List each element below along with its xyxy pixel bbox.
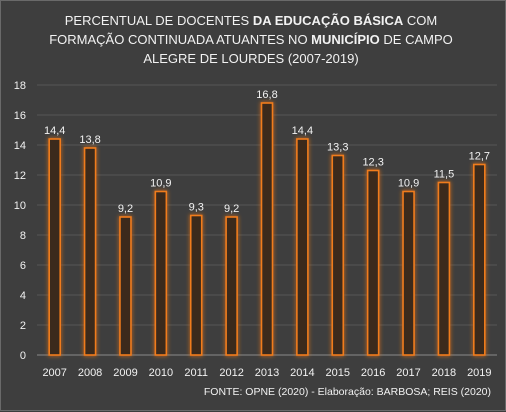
- data-label: 14,4: [44, 125, 65, 137]
- bar: [296, 138, 309, 356]
- x-tick-label: 2015: [326, 367, 350, 379]
- x-tick-label: 2011: [184, 367, 208, 379]
- data-label: 13,3: [327, 142, 348, 154]
- data-label: 9,3: [189, 202, 204, 214]
- y-tick-label: 12: [14, 170, 26, 182]
- title-part: MUNICÍPIO: [311, 32, 380, 47]
- x-tick-label: 2008: [78, 367, 102, 379]
- bar: [189, 214, 203, 356]
- y-tick-label: 14: [14, 140, 26, 152]
- y-tick-label: 2: [20, 320, 26, 332]
- title-part: COM FORMAÇÃO CONTINUADA ATUANTES NO: [49, 13, 438, 47]
- data-label: 13,8: [79, 134, 100, 146]
- data-label: 9,2: [118, 203, 133, 215]
- y-tick-label: 4: [20, 290, 26, 302]
- x-tick-label: 2018: [432, 367, 456, 379]
- bar: [437, 181, 451, 356]
- bar: [260, 102, 274, 356]
- y-tick-label: 8: [20, 230, 26, 242]
- bar: [225, 216, 238, 356]
- y-tick-label: 6: [20, 260, 26, 272]
- x-tick-label: 2016: [361, 367, 385, 379]
- data-label: 12,3: [362, 157, 383, 169]
- y-tick-label: 16: [14, 110, 26, 122]
- bar: [48, 138, 61, 356]
- x-tick-label: 2014: [290, 367, 314, 379]
- bar: [366, 169, 380, 356]
- bar: [473, 163, 486, 356]
- x-tick-label: 2017: [396, 367, 420, 379]
- data-label: 9,2: [224, 203, 239, 215]
- data-label: 12,7: [469, 151, 490, 163]
- x-tick-label: 2010: [149, 367, 173, 379]
- bar: [83, 147, 97, 356]
- chart-title: PERCENTUAL DE DOCENTES DA EDUCAÇÃO BÁSIC…: [31, 11, 471, 68]
- y-axis-ticks: 0 2 4 6 8 10 12 14 16 18: [14, 80, 26, 362]
- data-label: 11,5: [434, 169, 455, 181]
- x-tick-label: 2009: [113, 367, 137, 379]
- source-note: FONTE: OPNE (2020) - Elaboração: BARBOSA…: [203, 386, 491, 398]
- bar: [402, 190, 415, 356]
- x-tick-label: 2012: [219, 367, 243, 379]
- y-tick-label: 18: [14, 80, 26, 92]
- title-part: PERCENTUAL DE DOCENTES: [64, 13, 253, 28]
- data-label: 14,4: [292, 125, 313, 137]
- bar: [119, 216, 132, 356]
- data-label: 10,9: [150, 178, 171, 190]
- bar: [154, 190, 168, 356]
- title-part: DA EDUCAÇÃO BÁSICA: [252, 13, 404, 28]
- data-label: 16,8: [256, 89, 277, 101]
- title-part: DE CAMPO ALEGRE DE LOURDES (2007-2019): [143, 32, 453, 66]
- x-tick-label: 2019: [467, 367, 491, 379]
- data-label: 10,9: [398, 178, 419, 190]
- bar: [331, 154, 345, 356]
- data-labels: 14,4 13,8 9,2 10,9 9,3 9,2 16,8 14,4 13,3 12,3 10,…: [44, 89, 490, 215]
- y-tick-label: 10: [14, 200, 26, 212]
- y-tick-label: 0: [20, 350, 26, 362]
- x-axis-ticks: 2007 2008 2009 2010 2011 2012 2013 2014 2015 2016…: [42, 367, 491, 379]
- x-tick-label: 2007: [42, 367, 66, 379]
- x-tick-label: 2013: [255, 367, 279, 379]
- bars: [48, 102, 486, 356]
